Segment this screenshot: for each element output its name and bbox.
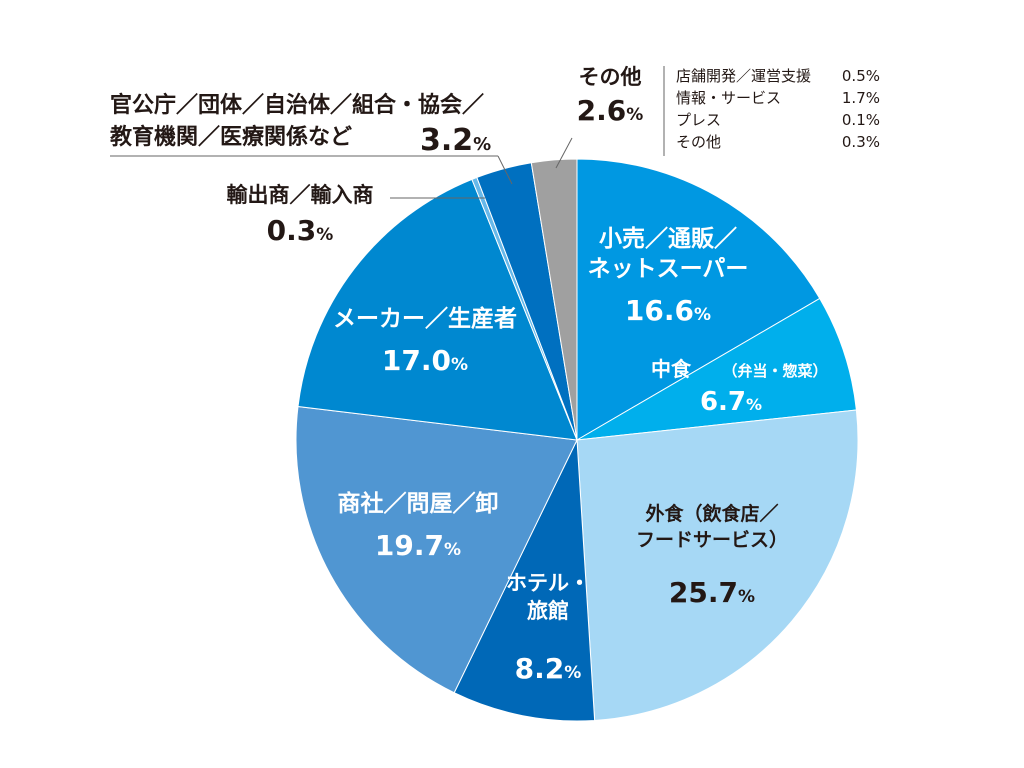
slice-labels: 小売／通販／ ネットスーパー 16.6% 中食 （弁当・惣菜） 6.7% 外食（飲食店／ フー… <box>110 65 828 685</box>
breakdown-name-1: 情報・サービス <box>676 89 781 107</box>
slice-label-6: 輸出商／輸入商 0.3% <box>227 183 374 247</box>
leader-line-other <box>555 137 573 169</box>
slice-name-7-line-0: 官公庁／団体／自治体／組合・協会／ <box>110 92 484 118</box>
slice-name-4-line-0: 商社／問屋／卸 <box>338 490 499 517</box>
pie-slice-2 <box>576 409 859 721</box>
pie-slice-1 <box>576 297 857 441</box>
leader-line-public-sector-slant <box>497 155 513 185</box>
breakdown-name-0: 店舗開発／運営支援 <box>676 67 811 85</box>
pie-slice-8 <box>530 158 578 441</box>
slice-value-1: 6.7% <box>700 387 762 417</box>
slice-name-1-line-1: （弁当・惣菜） <box>722 362 827 380</box>
slice-value-3: 8.2% <box>515 652 582 685</box>
slice-label-8: その他 2.6% <box>577 65 644 127</box>
slice-name-0-line-1: ネットスーパー <box>588 256 749 282</box>
leader-lines <box>110 66 665 199</box>
slice-value-7: 3.2% <box>420 123 491 158</box>
pie-slice-3 <box>453 438 596 722</box>
breakdown-value-0: 0.5% <box>842 67 880 85</box>
slice-name-7-line-1: 教育機関／医療関係など <box>110 124 352 150</box>
slice-label-1: 中食 （弁当・惣菜） 6.7% <box>651 357 828 417</box>
breakdown-name-2: プレス <box>676 111 721 129</box>
breakdown-name-3: その他 <box>676 133 721 151</box>
slice-label-7: 官公庁／団体／自治体／組合・協会／ 教育機関／医療関係など 3.2% <box>110 92 491 158</box>
slice-name-3-line-1: 旅館 <box>527 599 569 623</box>
slice-name-3-line-0: ホテル・ <box>506 571 590 595</box>
pie-slice-4 <box>295 405 578 694</box>
slice-name-2-line-0: 外食（飲食店／ <box>645 502 778 525</box>
slice-name-8-line-0: その他 <box>579 65 642 89</box>
pie-slice-0 <box>576 158 821 441</box>
other-breakdown-list: 店舗開発／運営支援 0.5% 情報・サービス 1.7% プレス 0.1% その他 0.3% <box>676 67 880 151</box>
slice-value-2: 25.7% <box>669 576 755 609</box>
slice-value-0: 16.6% <box>625 294 711 327</box>
breakdown-value-3: 0.3% <box>842 133 880 151</box>
breakdown-value-2: 0.1% <box>842 111 880 129</box>
slice-name-0-line-0: 小売／通販／ <box>599 225 737 252</box>
slice-value-4: 19.7% <box>375 529 461 562</box>
slice-name-1-line-0: 中食 <box>651 357 692 381</box>
slice-value-8: 2.6% <box>577 94 644 127</box>
slice-label-3: ホテル・旅館 8.2% <box>506 571 590 685</box>
pie-slice-5 <box>297 178 578 441</box>
slice-name-2-line-1: フードサービス） <box>636 528 788 551</box>
slice-name-6-line-0: 輸出商／輸入商 <box>227 183 374 207</box>
pie-slices <box>295 158 859 722</box>
breakdown-value-1: 1.7% <box>842 89 880 107</box>
slice-label-4: 商社／問屋／卸 19.7% <box>338 490 499 562</box>
slice-label-2: 外食（飲食店／ フードサービス） 25.7% <box>636 502 788 609</box>
slice-value-6: 0.3% <box>267 214 334 247</box>
slice-label-5: メーカー／生産者 17.0% <box>333 305 517 377</box>
slice-label-0: 小売／通販／ ネットスーパー 16.6% <box>588 225 749 327</box>
slice-value-5: 17.0% <box>382 344 468 377</box>
slice-name-5-line-0: メーカー／生産者 <box>333 305 517 332</box>
